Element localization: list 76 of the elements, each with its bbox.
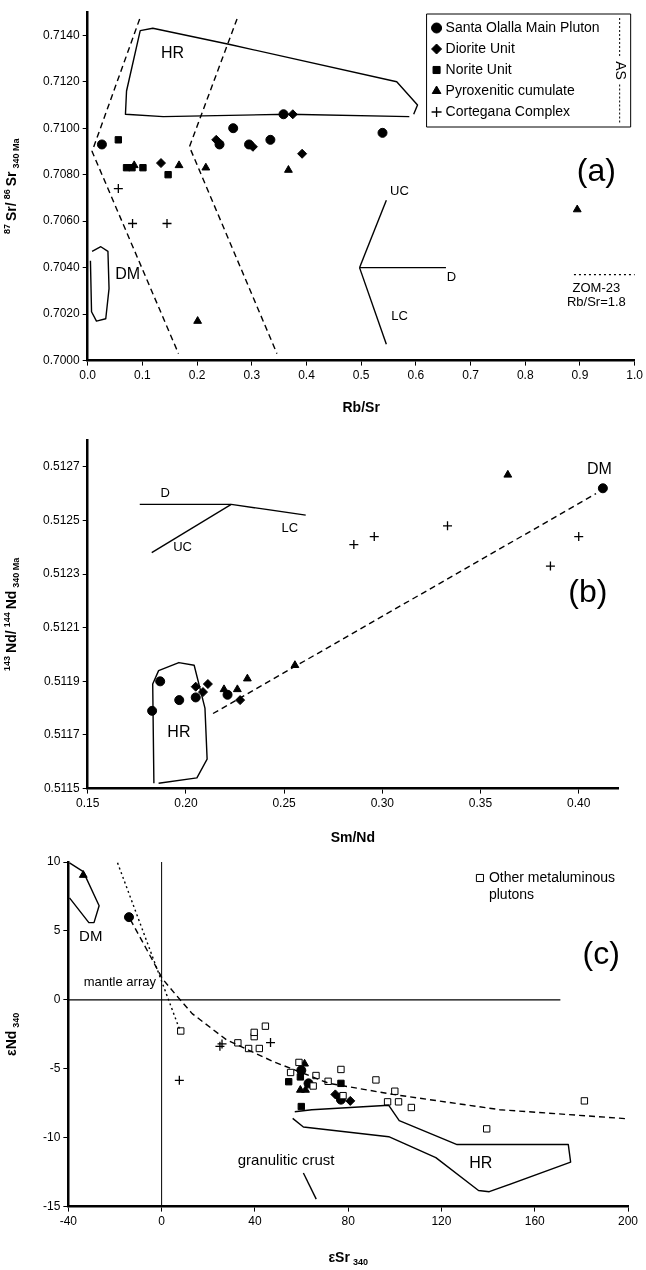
annotation: (a) (576, 152, 616, 189)
x-tick-label: 80 (341, 1214, 356, 1229)
annotation: Rb/Sr=1.8 (566, 293, 626, 309)
annotation: D (160, 485, 170, 501)
y-tick-label: -15 (43, 1198, 61, 1213)
y-tick-label: 0.5115 (43, 780, 81, 795)
legend-label: Cortegana Complex (445, 102, 571, 119)
y-axis-title: 143Nd/144Nd340 Ma (1, 556, 21, 671)
annotation: D (446, 268, 457, 284)
y-tick-label: 0.7000 (43, 352, 81, 367)
y-axis-title: εNd340 (2, 1012, 21, 1056)
y-axis-title: 87Sr/86Sr340 Ma (1, 137, 21, 235)
x-tick-label: 0.7 (462, 368, 480, 383)
y-tick-label: 0.5121 (43, 620, 81, 635)
x-tick-label: 0.9 (571, 368, 589, 383)
y-tick-label: 0.7120 (43, 74, 81, 89)
y-tick-label: 0.5123 (43, 566, 81, 581)
legend-label: Pyroxenitic cumulate (445, 81, 575, 98)
y-tick-label: 0.7140 (43, 27, 81, 42)
y-tick-label: 0.5117 (43, 727, 81, 742)
x-axis-title: Rb/Sr (342, 398, 381, 415)
y-tick-label: 5 (53, 923, 61, 938)
x-tick-label: 160 (524, 1214, 546, 1229)
y-tick-label: 0.5127 (43, 459, 81, 474)
x-tick-label: 0.4 (298, 368, 316, 383)
annotation: LC (281, 520, 299, 536)
y-tick-label: 0.5119 (43, 673, 81, 688)
y-tick-label: 0.7100 (43, 120, 81, 135)
x-tick-label: 0.2 (188, 368, 206, 383)
legend-label: Diorite Unit (445, 39, 515, 56)
x-tick-label: 0.35 (468, 796, 493, 811)
x-tick-label: 40 (248, 1214, 262, 1229)
x-tick-label: 0.3 (243, 368, 261, 383)
y-tick-label: 0.7020 (43, 306, 81, 321)
annotation: LC (391, 307, 408, 323)
x-tick-label: 0.8 (516, 368, 534, 383)
y-tick-label: 0 (53, 992, 61, 1007)
annotation: (c) (582, 934, 620, 971)
y-tick-label: 0.7080 (43, 166, 81, 181)
annotation: (b) (568, 573, 608, 610)
annotation: HR (160, 44, 185, 62)
x-tick-label: 0 (158, 1214, 166, 1229)
x-tick-label: 0.40 (567, 796, 591, 811)
x-tick-label: 200 (617, 1214, 639, 1229)
x-axis-title: Sm/Nd (330, 828, 376, 845)
annotation: HR (167, 722, 191, 740)
x-tick-label: -40 (59, 1214, 78, 1229)
legend-label: Santa Olalla Main Pluton (445, 18, 600, 35)
y-tick-label: 0.7040 (43, 259, 81, 274)
x-tick-label: 0.6 (407, 368, 425, 383)
x-tick-label: 0.1 (134, 368, 152, 383)
legend-label: Norite Unit (445, 60, 512, 77)
x-tick-label: 0.15 (76, 796, 100, 811)
legend-title: AS (612, 61, 629, 80)
y-tick-label: 0.7060 (43, 213, 81, 228)
legend-label: Other metaluminous plutons (488, 868, 616, 902)
y-tick-label: 10 (46, 854, 61, 869)
annotation: mantle array (83, 974, 157, 990)
annotation: UC (390, 183, 409, 199)
y-tick-label: -10 (43, 1129, 61, 1144)
x-tick-label: 0.25 (272, 796, 297, 811)
y-tick-label: -5 (49, 1061, 61, 1076)
annotation: granulitic crust (237, 1151, 336, 1169)
x-tick-label: 0.0 (79, 368, 97, 383)
annotation: ZOM-23 (572, 280, 621, 296)
x-tick-label: 120 (431, 1214, 452, 1229)
annotation: DM (115, 264, 141, 282)
x-tick-label: 1.0 (626, 368, 644, 383)
y-tick-label: 0.5125 (43, 512, 81, 527)
annotation: DM (79, 927, 103, 945)
annotation: HR (469, 1154, 493, 1172)
annotation: DM (586, 460, 612, 478)
x-tick-label: 0.30 (370, 796, 395, 811)
x-tick-label: 0.5 (352, 368, 370, 383)
x-tick-label: 0.20 (174, 796, 198, 811)
annotation: UC (173, 538, 193, 554)
